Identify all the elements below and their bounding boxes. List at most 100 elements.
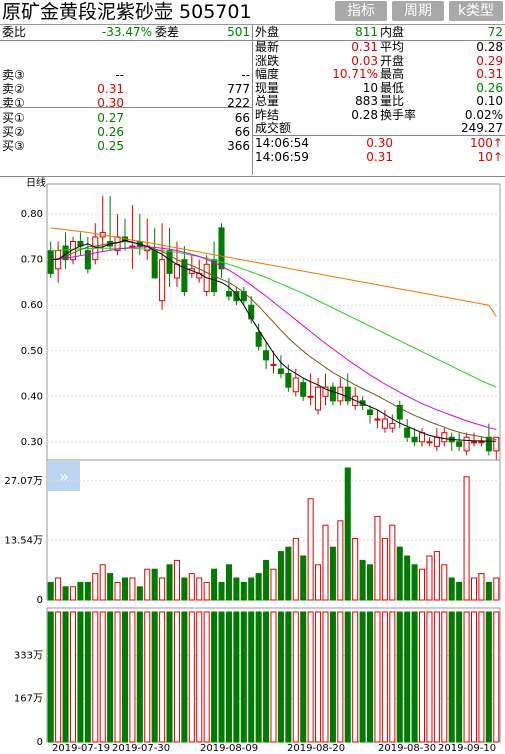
turnover-value: 249.27 [461, 121, 503, 135]
price-tick-label: 0.60 [21, 300, 43, 311]
turnover-row: 成交额 249.27 [255, 121, 503, 135]
volume-bar [300, 555, 307, 601]
volume-bar [277, 551, 284, 601]
volume-bar [470, 577, 478, 601]
candle-body [315, 386, 322, 411]
candle-body [263, 350, 270, 361]
candle-body [485, 436, 492, 452]
volume-bar [99, 564, 106, 601]
expand-button-bg [48, 461, 80, 491]
position-bar [381, 611, 388, 743]
volume-bar [337, 520, 344, 601]
candle-body [47, 250, 54, 274]
position-bar [211, 611, 218, 743]
moving-average-line-ma20 [50, 246, 497, 430]
position-bar [478, 611, 485, 743]
date-tick-label: 2019-08-30 [378, 743, 436, 754]
candle-body [240, 291, 247, 302]
stat-label: 涨跌 [255, 53, 280, 68]
position-bar [344, 611, 351, 743]
position-bar [411, 611, 418, 743]
stat-row: 幅度 10.71% 最高 0.31 [255, 67, 503, 81]
tick-volume: 10↑ [477, 149, 503, 164]
order-price: 0.25 [97, 139, 124, 153]
price-tick-label: 0.70 [21, 255, 43, 266]
position-bar [188, 611, 195, 743]
position-bar [107, 611, 114, 743]
volume-bar [181, 577, 188, 601]
volume-bar [456, 581, 463, 601]
candle-body [285, 373, 292, 388]
stat-value: 10 [362, 80, 378, 95]
price-tick-label: 0.30 [21, 437, 43, 448]
position-tick-label: 0 [37, 737, 43, 748]
tick-volume: 100↑ [470, 136, 503, 150]
candle-body [173, 263, 180, 279]
position-tick-label: 333万 [14, 650, 43, 661]
position-bar [404, 611, 411, 743]
candle-body [218, 227, 225, 270]
order-volume: 66 [234, 111, 250, 125]
position-bar [203, 611, 210, 743]
stat-label: 昨结 [255, 107, 280, 122]
candle-body [367, 409, 374, 415]
divider [253, 40, 505, 41]
order-book-row: 卖② 0.31 777 [2, 82, 250, 96]
candle-body [463, 436, 470, 452]
kline-chart[interactable]: 日线 0.80 0.70 0.60 0.50 0.40 0.30 » 27.07万 13.54万 0… [0, 176, 505, 754]
order-book-row: 卖③ -- -- [2, 68, 250, 82]
position-bar [292, 611, 299, 743]
stat-value: 0.02% [464, 107, 503, 122]
candle-body [478, 441, 485, 444]
position-bar [418, 611, 426, 743]
position-bar [463, 611, 470, 743]
stat-label: 换手率 [380, 107, 417, 122]
stat-label: 平均 [380, 40, 405, 54]
waipan-value: 811 [355, 25, 378, 39]
weibi-label: 委比 [2, 25, 27, 39]
stat-value: 0.29 [476, 53, 503, 68]
position-bar [485, 611, 492, 743]
tick-row: 14:06:54 0.30 100↑ [255, 136, 503, 150]
stat-value: 0.26 [476, 80, 503, 95]
position-bar [337, 611, 344, 743]
volume-bar [255, 573, 262, 601]
stat-label: 总量 [255, 94, 280, 108]
kline-type-button[interactable]: k类型 [449, 1, 503, 21]
price-tick-label: 0.50 [21, 346, 43, 357]
candle-body [159, 259, 166, 302]
volume-tick-label: 0 [37, 595, 43, 606]
candle-body [225, 291, 232, 297]
candle-body [69, 241, 77, 261]
volume-bar [463, 476, 470, 601]
stat-label: 最新 [255, 40, 280, 54]
volume-bar [292, 537, 299, 601]
volume-bar [218, 581, 225, 601]
position-bar [300, 611, 307, 743]
volume-tick-label: 13.54万 [4, 535, 43, 546]
candle-body [151, 250, 158, 279]
volume-bar [329, 546, 336, 601]
volume-bar [352, 537, 359, 601]
expand-indicator-button[interactable]: » [48, 461, 80, 491]
position-bar [92, 611, 99, 743]
stat-row: 涨跌 0.03 开盘 0.29 [255, 54, 503, 68]
volume-bar [374, 515, 381, 601]
volume-bar [233, 577, 240, 601]
position-bar [136, 611, 143, 743]
position-bar [159, 611, 166, 743]
volume-bar [211, 568, 218, 601]
position-bar [359, 611, 366, 743]
divider [0, 176, 505, 177]
stat-value: 0.31 [351, 40, 378, 54]
turnover-label: 成交额 [255, 121, 292, 135]
indicator-button[interactable]: 指标 [335, 1, 387, 21]
volume-bar [77, 581, 84, 601]
period-button[interactable]: 周期 [392, 1, 444, 21]
order-book-row: 买③ 0.25 366 [2, 139, 250, 153]
position-bar [218, 611, 225, 743]
volume-bar [69, 586, 77, 601]
volume-bar [240, 581, 247, 601]
waipan-row: 外盘 811 内盘 72 [255, 25, 503, 39]
volume-bar [270, 568, 277, 601]
